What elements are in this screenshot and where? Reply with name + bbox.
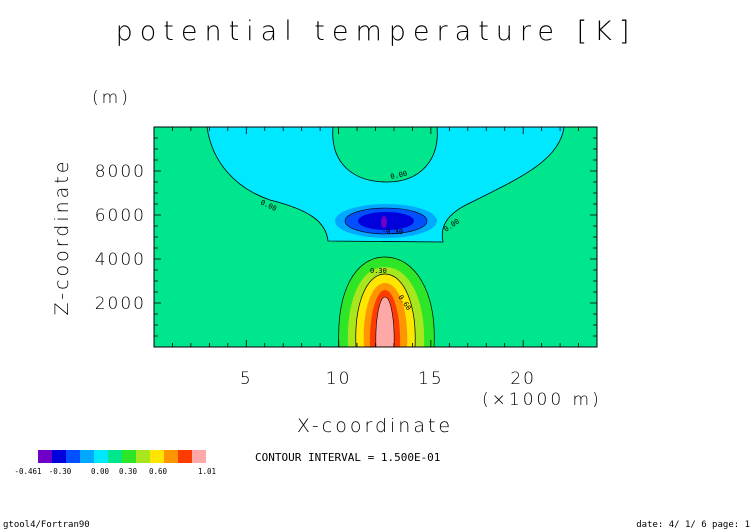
colorbar-swatch [164, 450, 178, 463]
contour-label: 0.30 [370, 267, 387, 275]
colorbar-tick-label: 1.01 [198, 467, 216, 476]
y-unit-label: (m) [92, 88, 131, 108]
footer-left: gtool4/Fortran90 [3, 520, 90, 530]
colorbar-swatch [108, 450, 122, 463]
colorbar-tick-label: 0.00 [91, 467, 110, 476]
colorbar-tick-label: -0.461 [14, 467, 41, 476]
y-tick-label: 8000 [95, 162, 146, 182]
y-axis-title: Z-coordinate [51, 159, 73, 316]
y-tick-label: 6000 [95, 206, 146, 226]
colorbar-swatch [94, 450, 108, 463]
colorbar-swatch [192, 450, 206, 463]
x-tick-label: 15 [418, 369, 444, 389]
colorbar-swatch [66, 450, 80, 463]
colorbar: -0.461 -0.30 0.00 0.30 0.60 1.01 [14, 450, 216, 476]
colorbar-swatch [80, 450, 94, 463]
colorbar-tick-label: -0.30 [49, 467, 72, 476]
x-tick-label: 10 [326, 369, 352, 389]
y-tick-label: 4000 [95, 250, 146, 270]
colorbar-tick-label: 0.30 [119, 467, 138, 476]
y-tick-label: 2000 [95, 294, 146, 314]
x-tick-label: 20 [510, 369, 536, 389]
colorbar-swatch [52, 450, 66, 463]
axes: 5 10 15 20 2000 4000 6000 8000 [95, 127, 597, 389]
colorbar-swatch [150, 450, 164, 463]
contour-label: 0.00 [390, 170, 408, 181]
contour-interval-text: CONTOUR INTERVAL = 1.500E-01 [255, 451, 440, 464]
plot-area: 0.00 0.00 0.00 -0.30 0.30 0.60 [153, 126, 598, 348]
x-unit-label: (×1000 m) [482, 390, 602, 410]
colorbar-swatch [122, 450, 136, 463]
colorbar-swatch [178, 450, 192, 463]
colorbar-swatch [136, 450, 150, 463]
contour-label: -0.30 [382, 228, 403, 236]
x-tick-label: 5 [240, 369, 253, 389]
cold-anomaly-region [206, 126, 565, 243]
colorbar-tick-label: 0.60 [149, 467, 168, 476]
colorbar-swatch [38, 450, 52, 463]
chart-title: potential temperature [K] [116, 16, 637, 47]
warm-plume-5 [375, 296, 395, 348]
cold-core-center [381, 216, 387, 228]
footer-right: date: 4/ 1/ 6 page: 1 [636, 520, 750, 530]
x-axis-title: X-coordinate [297, 415, 453, 437]
neutral-bubble-region [332, 126, 438, 183]
